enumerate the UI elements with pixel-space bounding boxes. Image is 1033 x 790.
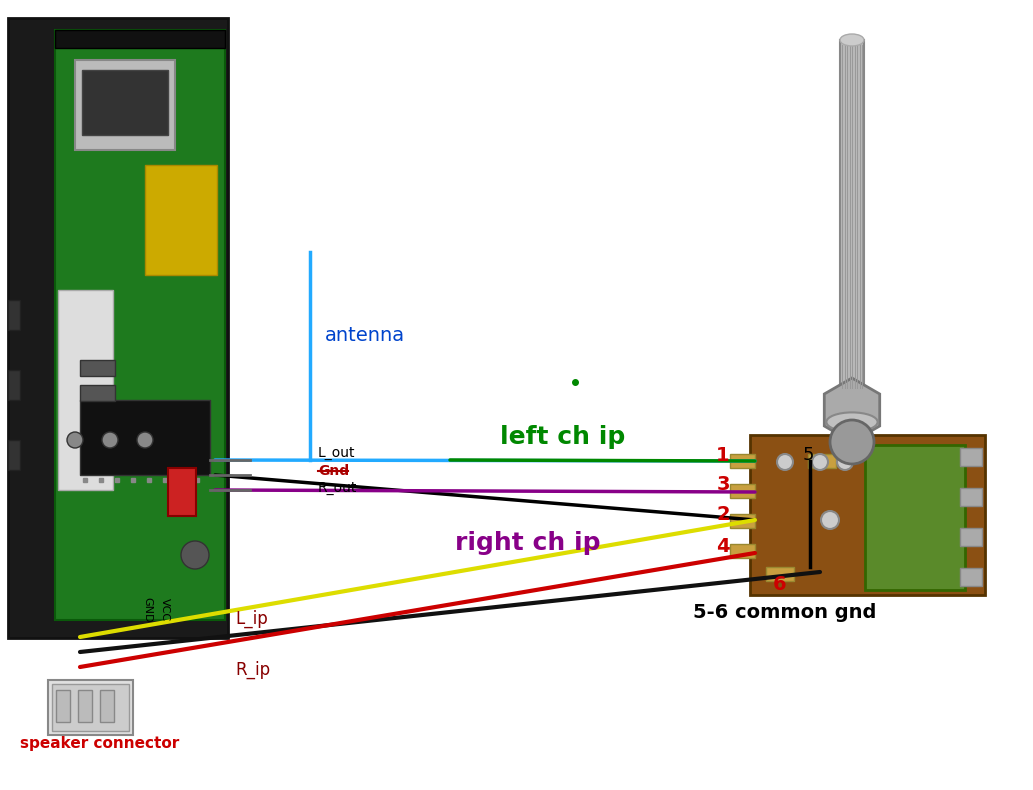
Bar (960, 448, 982, 466)
Bar (730, 544, 755, 558)
Text: left ch ip: left ch ip (500, 425, 625, 449)
Text: Gnd: Gnd (318, 464, 349, 478)
Text: L_ip: L_ip (234, 610, 268, 628)
Bar (766, 567, 794, 581)
Text: GND: GND (142, 597, 152, 623)
Ellipse shape (181, 541, 209, 569)
Text: 1: 1 (716, 446, 729, 465)
Bar (82, 70, 168, 135)
Bar (145, 165, 217, 275)
Polygon shape (824, 378, 880, 442)
Bar (808, 454, 836, 468)
Bar (960, 528, 982, 546)
Text: speaker connector: speaker connector (20, 736, 180, 751)
Bar (79, 690, 92, 722)
Text: 5-6 common gnd: 5-6 common gnd (693, 603, 877, 622)
Ellipse shape (102, 432, 118, 448)
Bar (750, 435, 985, 595)
Ellipse shape (821, 511, 839, 529)
Ellipse shape (812, 454, 828, 470)
Ellipse shape (829, 420, 874, 464)
Bar (100, 690, 114, 722)
Text: L_out: L_out (318, 446, 355, 460)
Bar (56, 690, 70, 722)
Text: antenna: antenna (325, 325, 405, 344)
Bar (730, 484, 755, 498)
Ellipse shape (67, 432, 83, 448)
Text: 2: 2 (716, 506, 729, 525)
Bar (840, 40, 864, 398)
Bar (80, 360, 115, 376)
Text: right ch ip: right ch ip (455, 531, 600, 555)
Ellipse shape (826, 412, 878, 431)
Ellipse shape (837, 454, 853, 470)
Bar (80, 400, 210, 475)
Text: 6: 6 (773, 575, 787, 595)
Ellipse shape (840, 34, 864, 46)
Text: R_out: R_out (318, 481, 357, 495)
Bar (730, 514, 755, 528)
Ellipse shape (137, 432, 153, 448)
Bar (52, 684, 129, 731)
Bar (8, 440, 20, 470)
Bar (80, 385, 115, 401)
Bar (168, 468, 196, 516)
Text: 4: 4 (716, 536, 729, 555)
Bar (58, 290, 113, 490)
Text: VCC: VCC (160, 599, 170, 622)
Bar (865, 445, 965, 590)
Bar (55, 30, 225, 620)
Bar (960, 488, 982, 506)
Bar (8, 370, 20, 400)
Bar (55, 30, 225, 48)
Ellipse shape (777, 454, 793, 470)
Bar (730, 454, 755, 468)
Text: 5: 5 (803, 446, 814, 464)
Bar (8, 18, 228, 638)
Text: R_ip: R_ip (234, 661, 270, 679)
Bar (75, 60, 175, 150)
Text: 3: 3 (716, 475, 729, 494)
Bar (48, 680, 133, 735)
Bar (960, 568, 982, 586)
Bar (8, 300, 20, 330)
